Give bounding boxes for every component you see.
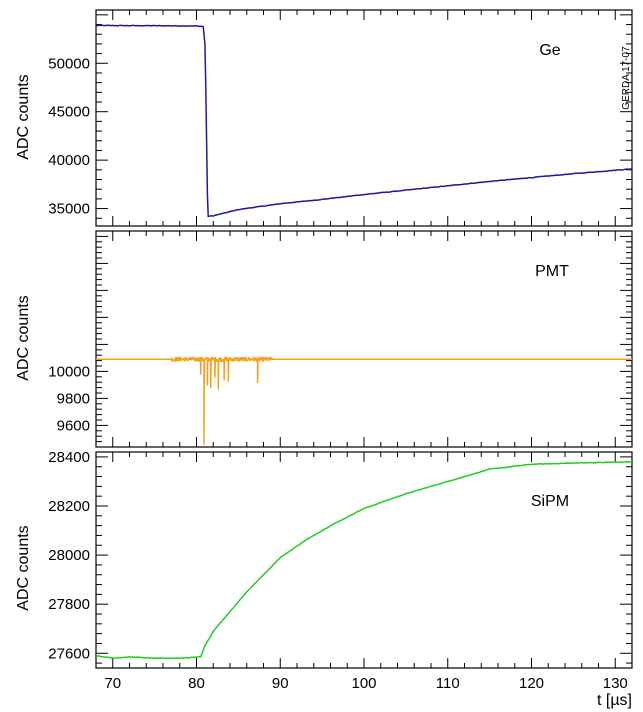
watermark-label: GERDA 17-07: [621, 46, 632, 110]
x-tick-label: 110: [436, 675, 460, 692]
pmt-y-tick-label: 10000: [48, 363, 90, 380]
ge-y-tick-label: 40000: [48, 152, 90, 169]
sipm-y-tick-label: 28400: [48, 449, 90, 466]
sipm-y-tick-label: 28000: [48, 547, 90, 564]
ge-y-tick-label: 35000: [48, 201, 90, 218]
pmt-y-axis-title: ADC counts: [15, 295, 32, 380]
x-tick-label: 120: [519, 675, 544, 692]
ge-panel-label: Ge: [539, 42, 560, 59]
pmt-y-tick-label: 9600: [57, 417, 90, 434]
x-tick-label: 100: [351, 675, 376, 692]
sipm-y-tick-label: 27800: [48, 596, 90, 613]
x-tick-label: 80: [188, 675, 205, 692]
pmt-panel-label: PMT: [535, 263, 569, 280]
sipm-plot-frame: [95, 451, 633, 669]
sipm-y-tick-label: 28200: [48, 498, 90, 515]
ge-series-line: [95, 24, 633, 218]
x-axis-title: t [µs]: [597, 692, 632, 709]
pmt-y-tick-label: 9800: [57, 390, 90, 407]
sipm-panel-label: SiPM: [531, 493, 569, 510]
x-tick-label: 70: [104, 675, 121, 692]
sipm-y-tick-label: 27600: [48, 645, 90, 662]
pmt-series-line: [96, 356, 632, 446]
ge-y-tick-label: 45000: [48, 104, 90, 121]
ge-y-axis-title: ADC counts: [15, 74, 32, 159]
x-tick-label: 90: [272, 675, 289, 692]
sipm-y-axis-title: ADC counts: [15, 525, 32, 610]
ge-y-tick-label: 50000: [48, 55, 90, 72]
x-tick-label: 130: [603, 675, 628, 692]
sipm-series-line: [95, 460, 633, 660]
